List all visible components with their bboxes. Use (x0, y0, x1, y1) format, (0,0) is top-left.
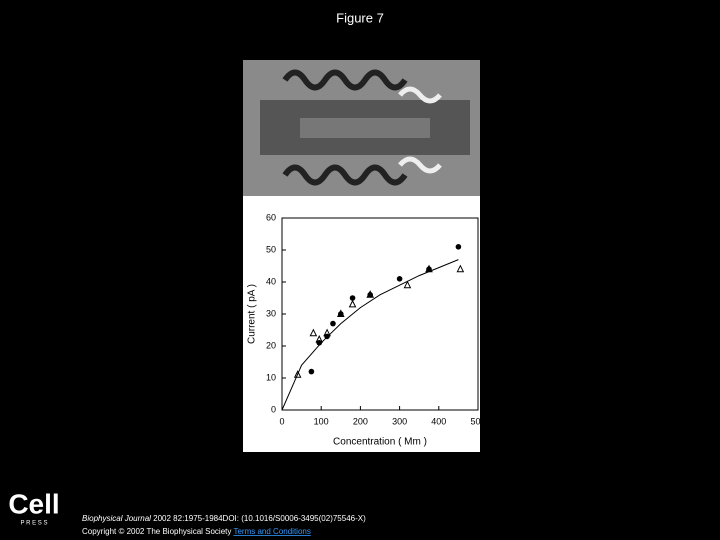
data-point (336, 309, 345, 317)
x-axis-label: Concentration ( Mm ) (333, 437, 427, 448)
y-tick-label: 20 (266, 340, 276, 350)
channel-image (243, 60, 480, 196)
chart: 0 100 200 300 400 500 0 10 20 30 40 50 60 Concentrati… (247, 212, 486, 447)
y-tick-label: 60 (266, 212, 276, 222)
x-tick-label: 100 (314, 416, 329, 426)
fit-curve (281, 259, 459, 411)
data-point (349, 295, 356, 301)
y-tick-label: 10 (266, 372, 276, 382)
x-tick-label: 300 (392, 416, 407, 426)
data-point (323, 328, 331, 337)
figure-title: Figure 7 (336, 10, 384, 25)
data-point (348, 299, 357, 308)
copyright: Copyright © 2002 The Biophysical Society (82, 527, 233, 536)
data-point (403, 280, 412, 289)
data-point (308, 368, 315, 375)
data-point (309, 328, 318, 337)
citation-text: 2002 82:1975-1984DOI: (10.1016/S0006-349… (151, 514, 366, 523)
x-tick-label: 200 (353, 416, 368, 426)
y-tick-label: 0 (271, 404, 276, 414)
data-point (396, 276, 403, 282)
x-tick-label: 500 (470, 416, 485, 426)
journal: Biophysical Journal (82, 514, 151, 523)
copyright-line: Copyright © 2002 The Biophysical Society… (82, 527, 311, 536)
y-tick-label: 50 (266, 244, 276, 254)
data-point (330, 320, 336, 327)
data-point (455, 244, 462, 250)
citation: Biophysical Journal 2002 82:1975-1984DOI… (82, 514, 366, 523)
data-point (315, 334, 324, 343)
data-point (366, 290, 375, 298)
y-tick-label: 40 (266, 276, 276, 286)
y-axis-label: Current ( pA ) (247, 284, 258, 344)
logo: Cell (8, 488, 59, 519)
logo-press: P R E S S (21, 521, 48, 527)
data-point (293, 370, 302, 378)
footer: Cell P R E S S Biophysical Journal 2002 … (8, 488, 366, 536)
data-point (316, 340, 323, 346)
terms-link[interactable]: Terms and Conditions (233, 527, 310, 536)
data-point (456, 264, 465, 273)
y-tick-label: 30 (266, 308, 276, 318)
x-tick-label: 400 (431, 416, 446, 426)
x-tick-label: 0 (279, 416, 284, 426)
